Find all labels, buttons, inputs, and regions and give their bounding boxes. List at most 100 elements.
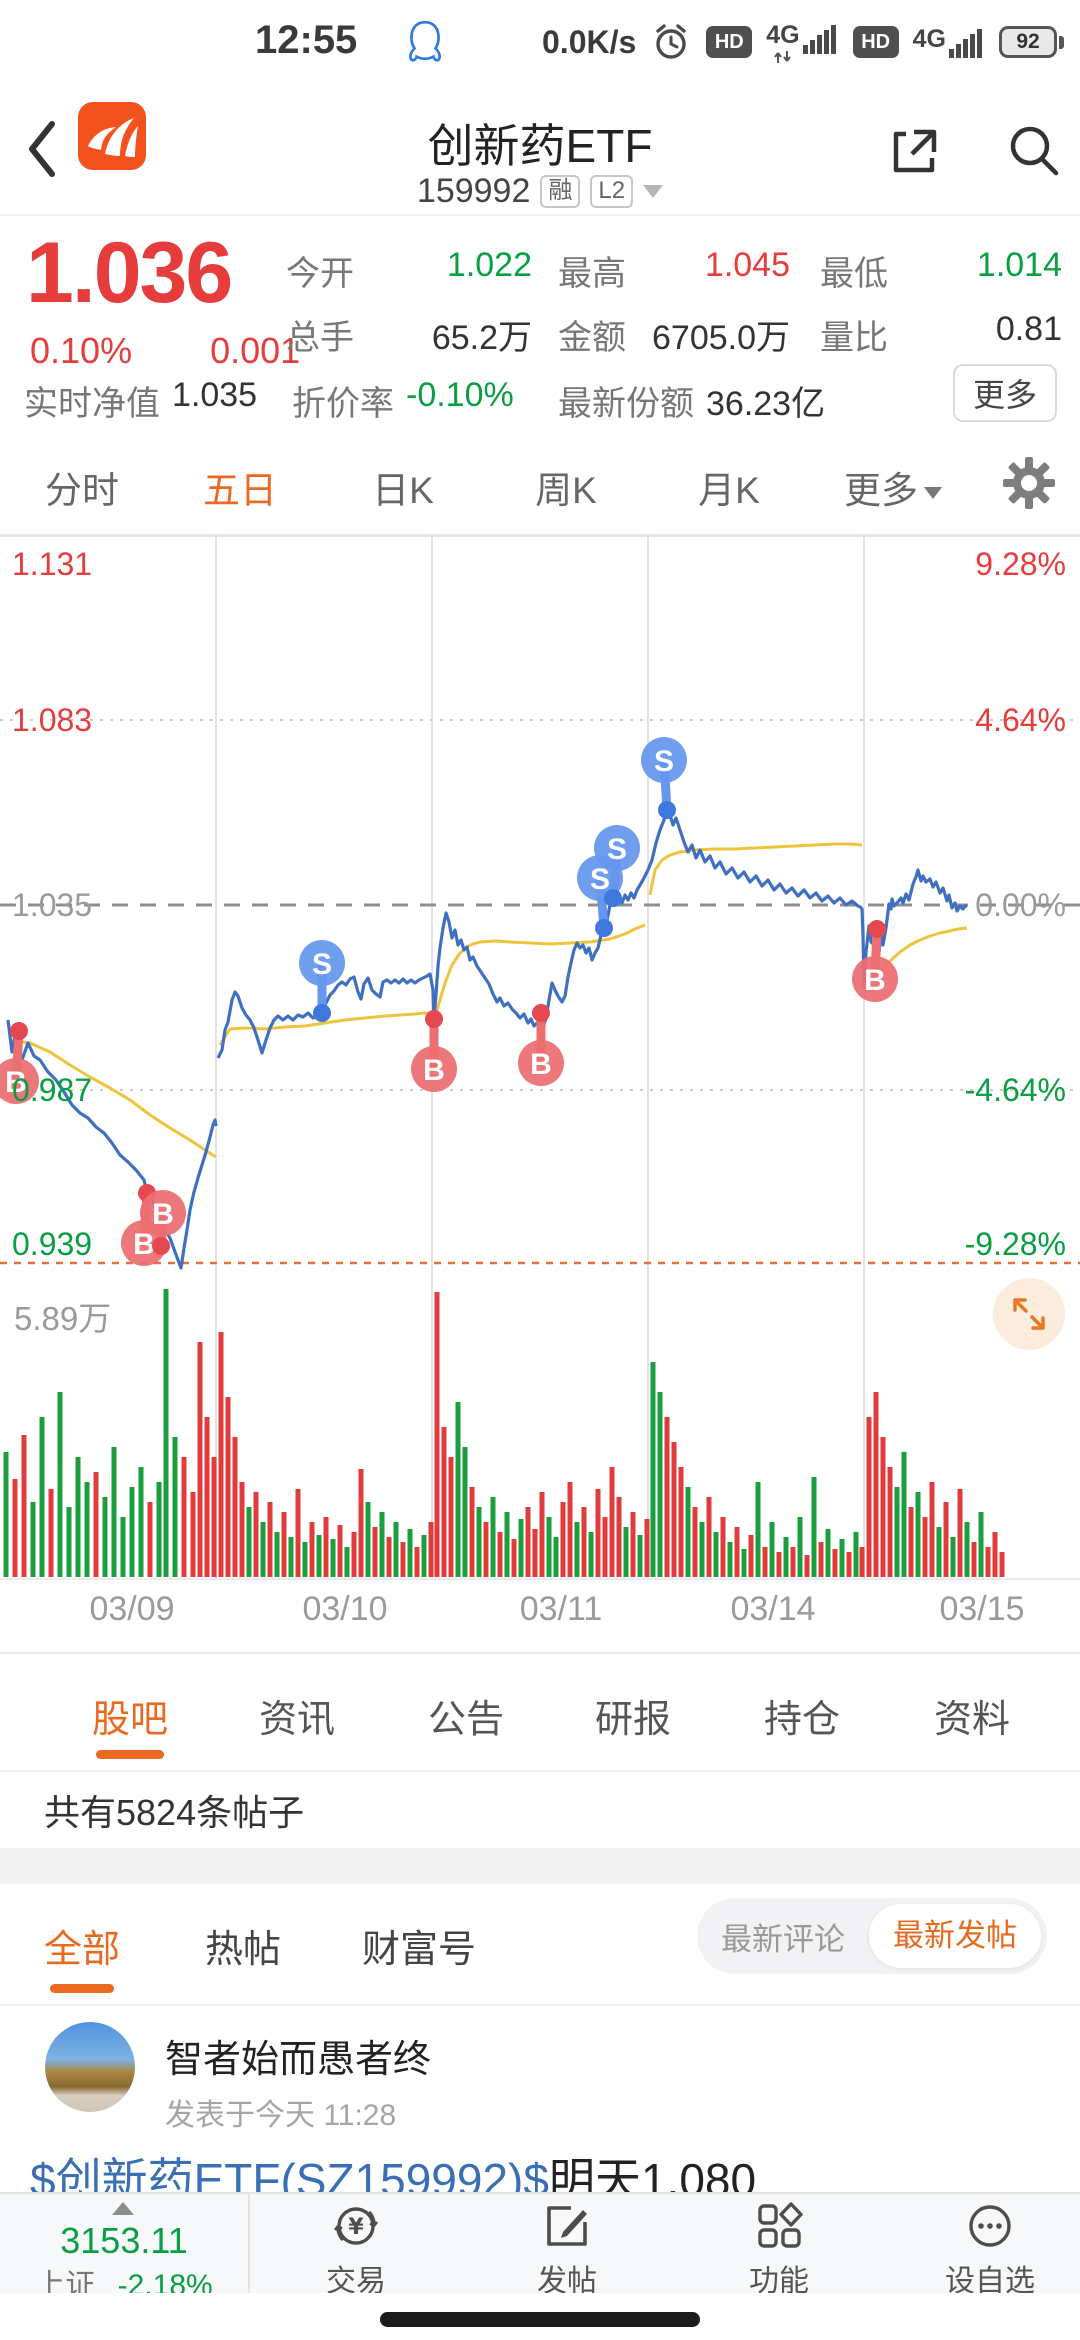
stat-value: 1.022 bbox=[446, 246, 532, 284]
alarm-icon bbox=[656, 24, 686, 59]
y-label-price-mid: 1.035 bbox=[12, 887, 93, 923]
sell-marker: S bbox=[299, 940, 345, 1022]
volume-canvas bbox=[3, 1285, 1005, 1580]
qq-icon bbox=[409, 20, 441, 62]
nav-add-watchlist-button[interactable]: 设自选 bbox=[910, 2194, 1070, 2300]
buy-marker: B bbox=[518, 1004, 564, 1086]
net-speed: 0.0K/s bbox=[542, 23, 637, 60]
compose-icon bbox=[547, 2206, 587, 2246]
y-label-price: 1.083 bbox=[12, 702, 93, 738]
tab-weekly-k[interactable]: 周K bbox=[535, 470, 597, 511]
stock-subtitle[interactable]: 159992 融 L2 bbox=[0, 172, 1080, 211]
buy-marker: B bbox=[140, 1190, 186, 1255]
more-stats-button[interactable]: 更多 bbox=[953, 364, 1057, 422]
filter-fortune[interactable]: 财富号 bbox=[361, 1929, 477, 1971]
hd-badge-2: HD bbox=[852, 26, 899, 58]
sell-marker: S bbox=[594, 825, 640, 907]
home-indicator[interactable] bbox=[380, 2312, 700, 2327]
tab-guba[interactable]: 股吧 bbox=[91, 1699, 169, 1741]
index-value: 3153.11 bbox=[60, 2220, 188, 2261]
share-icon[interactable] bbox=[886, 122, 942, 178]
nav-post-button[interactable]: 发帖 bbox=[487, 2194, 647, 2300]
chart-period-tabs: 分时 五日 日K 周K 月K 更多 bbox=[0, 432, 1080, 536]
x-label: 03/14 bbox=[730, 1590, 816, 1628]
x-label: 03/15 bbox=[939, 1590, 1025, 1628]
volume-chart[interactable] bbox=[0, 1285, 1080, 1580]
app-logo[interactable] bbox=[78, 102, 146, 170]
svg-text:B: B bbox=[423, 1054, 445, 1087]
change-percent: 0.10% bbox=[30, 330, 133, 371]
tab-monthly-k[interactable]: 月K bbox=[698, 470, 760, 511]
volume-max-label: 5.89万 bbox=[14, 1300, 112, 1337]
tab-5day[interactable]: 五日 bbox=[203, 470, 277, 511]
index-quote-button[interactable]: 3153.11 上证 -2.18% bbox=[0, 2194, 250, 2302]
post-filter-row: 全部 热帖 财富号 最新评论 最新发帖 bbox=[0, 1884, 1080, 2006]
level2-badge: L2 bbox=[590, 175, 634, 208]
triangle-up-icon bbox=[112, 2202, 134, 2215]
expand-icon bbox=[1013, 1298, 1045, 1330]
svg-text:¥: ¥ bbox=[348, 2215, 364, 2240]
tab-research[interactable]: 研报 bbox=[594, 1699, 672, 1741]
tab-notices[interactable]: 公告 bbox=[427, 1699, 505, 1741]
header: 创新药ETF 159992 融 L2 bbox=[0, 86, 1080, 216]
signal-bars-icon bbox=[802, 24, 836, 54]
filter-all[interactable]: 全部 bbox=[43, 1929, 121, 1971]
margin-badge: 融 bbox=[540, 175, 581, 208]
stat-value: 65.2万 bbox=[431, 319, 532, 357]
grid-icon bbox=[758, 2202, 803, 2248]
search-icon[interactable] bbox=[1004, 120, 1064, 180]
filter-hot[interactable]: 热帖 bbox=[204, 1929, 282, 1971]
buy-marker: B bbox=[411, 1010, 457, 1092]
y-label-pct: 4.64% bbox=[975, 702, 1066, 738]
expand-chart-button[interactable] bbox=[993, 1278, 1065, 1350]
divider-band bbox=[0, 1848, 1080, 1884]
y-label-price: 0.987 bbox=[12, 1072, 93, 1108]
svg-text:B: B bbox=[864, 964, 886, 997]
posts-count: 共有5824条帖子 bbox=[44, 1792, 305, 1833]
svg-text:B: B bbox=[5, 1066, 27, 1099]
buy-marker: B bbox=[852, 920, 898, 1002]
chevron-down-icon bbox=[924, 487, 942, 500]
stat-value: 1.014 bbox=[976, 246, 1062, 284]
sell-marker: S bbox=[641, 737, 687, 819]
nav-trade-button[interactable]: ¥ 交易 bbox=[276, 2194, 436, 2300]
avatar[interactable] bbox=[45, 2022, 135, 2112]
tab-daily-k[interactable]: 日K bbox=[372, 470, 434, 511]
x-label: 03/11 bbox=[519, 1590, 603, 1628]
stat-label: 量比 bbox=[820, 319, 888, 357]
post-author[interactable]: 智者始而愚者终 bbox=[165, 2039, 432, 2081]
gear-icon[interactable] bbox=[1000, 454, 1058, 512]
svg-text:B: B bbox=[152, 1198, 174, 1231]
section-tabs: 股吧 资讯 公告 研报 持仓 资料 bbox=[0, 1652, 1080, 1772]
network-1: 4G bbox=[766, 21, 838, 64]
x-label: 03/09 bbox=[89, 1590, 175, 1628]
battery-icon: 92 bbox=[999, 26, 1064, 58]
sort-latest-post[interactable]: 最新发帖 bbox=[869, 1904, 1041, 1968]
stat-label: 今开 bbox=[286, 255, 354, 293]
y-label-pct-top: 9.28% bbox=[975, 546, 1066, 582]
svg-text:S: S bbox=[607, 833, 627, 866]
stat-label: 最低 bbox=[820, 255, 888, 293]
status-icons: 0.0K/s HD 4G HD 4G bbox=[542, 16, 1064, 68]
back-icon[interactable] bbox=[22, 116, 62, 182]
divider bbox=[0, 1578, 1080, 1580]
tab-news[interactable]: 资讯 bbox=[258, 1699, 336, 1741]
bottom-nav: 3153.11 上证 -2.18% ¥ 交易 发帖 bbox=[0, 2192, 1080, 2302]
stat-value: 1.045 bbox=[704, 246, 790, 284]
nav-features-button[interactable]: 功能 bbox=[699, 2194, 859, 2300]
tab-more[interactable]: 更多 bbox=[844, 460, 942, 514]
y-label-pct-bottom: -9.28% bbox=[964, 1226, 1066, 1262]
sort-latest-comment[interactable]: 最新评论 bbox=[721, 1921, 845, 1957]
svg-text:S: S bbox=[590, 863, 610, 896]
chevron-down-icon[interactable] bbox=[643, 185, 664, 198]
svg-text:S: S bbox=[312, 948, 332, 981]
tab-profile[interactable]: 资料 bbox=[933, 1699, 1011, 1741]
active-filter-underline bbox=[50, 1984, 114, 1993]
ellipsis-circle-icon bbox=[969, 2205, 1011, 2247]
tab-minute[interactable]: 分时 bbox=[45, 470, 119, 511]
y-label-pct: -4.64% bbox=[964, 1072, 1066, 1108]
tab-holdings[interactable]: 持仓 bbox=[763, 1699, 841, 1741]
current-price: 1.036 bbox=[26, 225, 233, 321]
